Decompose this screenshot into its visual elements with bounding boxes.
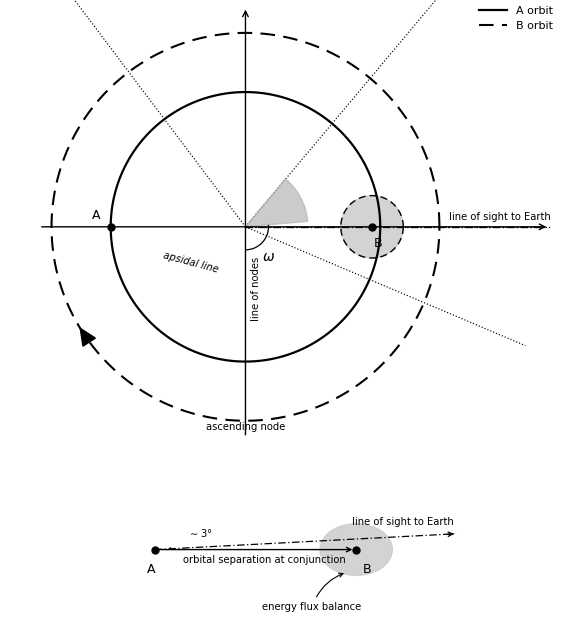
Text: line of sight to Earth: line of sight to Earth — [449, 212, 551, 222]
Polygon shape — [80, 328, 95, 346]
Text: A: A — [92, 209, 101, 222]
Text: B: B — [363, 563, 372, 576]
Text: ascending node: ascending node — [206, 422, 285, 432]
Text: apsidal line: apsidal line — [162, 251, 220, 275]
Ellipse shape — [320, 524, 392, 576]
Text: line of nodes: line of nodes — [251, 257, 261, 321]
Text: B: B — [373, 237, 382, 250]
Text: line of sight to Earth: line of sight to Earth — [352, 517, 454, 528]
Text: $\sim$3$\degree$: $\sim$3$\degree$ — [188, 528, 213, 540]
Wedge shape — [246, 179, 307, 227]
Legend: A orbit, B orbit: A orbit, B orbit — [475, 1, 557, 35]
Text: energy flux balance: energy flux balance — [262, 573, 362, 612]
Text: $\omega$: $\omega$ — [262, 250, 275, 264]
Text: orbital separation at conjunction: orbital separation at conjunction — [183, 555, 346, 565]
Circle shape — [341, 196, 403, 258]
Text: A: A — [147, 563, 155, 576]
